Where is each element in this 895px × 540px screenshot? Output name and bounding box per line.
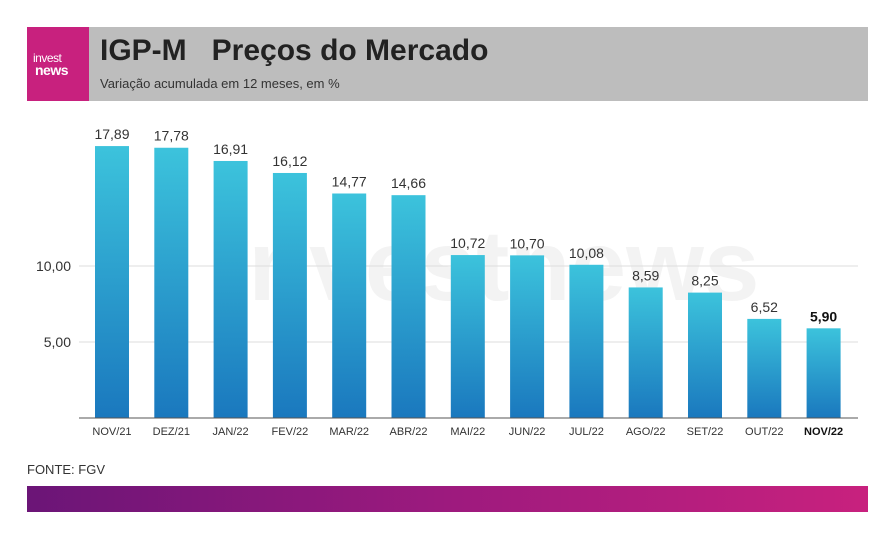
- x-tick-label: FEV/22: [272, 426, 309, 438]
- logo-text-invest: invest: [33, 51, 62, 65]
- x-tick-label: AGO/22: [626, 426, 666, 438]
- data-label: 10,08: [569, 245, 604, 261]
- bar: [510, 255, 545, 418]
- x-tick-label: JUN/22: [509, 426, 546, 438]
- bar: [332, 193, 367, 418]
- data-label: 17,89: [94, 126, 129, 142]
- bar: [154, 147, 189, 418]
- source-note: FONTE: FGV: [27, 462, 105, 477]
- x-tick-label: ABR/22: [390, 426, 428, 438]
- chart-subtitle: Variação acumulada em 12 meses, em %: [100, 76, 340, 91]
- x-tick-label: OUT/22: [745, 426, 784, 438]
- x-tick-label: NOV/22: [804, 426, 843, 438]
- logo-text-news: news: [35, 62, 69, 78]
- x-tick-label: NOV/21: [92, 426, 131, 438]
- data-label: 16,12: [272, 153, 307, 169]
- data-label: 10,70: [510, 235, 545, 251]
- bar: [95, 146, 129, 418]
- bar: [747, 318, 782, 418]
- x-tick-label: JUL/22: [569, 426, 604, 438]
- x-tick-label: MAI/22: [450, 426, 485, 438]
- data-label: 17,78: [154, 128, 189, 144]
- data-label: 8,25: [691, 273, 718, 289]
- investnews-logo: invest news: [27, 27, 89, 101]
- x-tick-label: DEZ/21: [153, 426, 190, 438]
- x-tick-label: MAR/22: [329, 426, 369, 438]
- data-label: 6,52: [751, 299, 778, 315]
- bar: [569, 264, 604, 418]
- bar: [628, 287, 663, 418]
- bar: [450, 255, 485, 418]
- data-label: 14,66: [391, 175, 426, 191]
- bar: [688, 292, 722, 418]
- bar: [806, 328, 841, 418]
- x-tick-label: JAN/22: [213, 426, 249, 438]
- bar: [213, 160, 248, 418]
- data-label: 8,59: [632, 267, 659, 283]
- data-label: 5,90: [810, 308, 837, 324]
- y-tick-label: 5,00: [44, 334, 71, 350]
- bar: [391, 195, 426, 418]
- y-tick-label: 10,00: [36, 258, 71, 274]
- data-label: 16,91: [213, 141, 248, 157]
- x-tick-label: SET/22: [687, 426, 724, 438]
- data-label: 14,77: [332, 173, 367, 189]
- chart-title: IGP-M Preços do Mercado: [100, 34, 489, 67]
- chart-header: invest news IGP-M Preços do Mercado Vari…: [27, 27, 868, 101]
- footer-bar: [27, 486, 868, 512]
- bar: [272, 172, 307, 418]
- data-label: 10,72: [450, 235, 485, 251]
